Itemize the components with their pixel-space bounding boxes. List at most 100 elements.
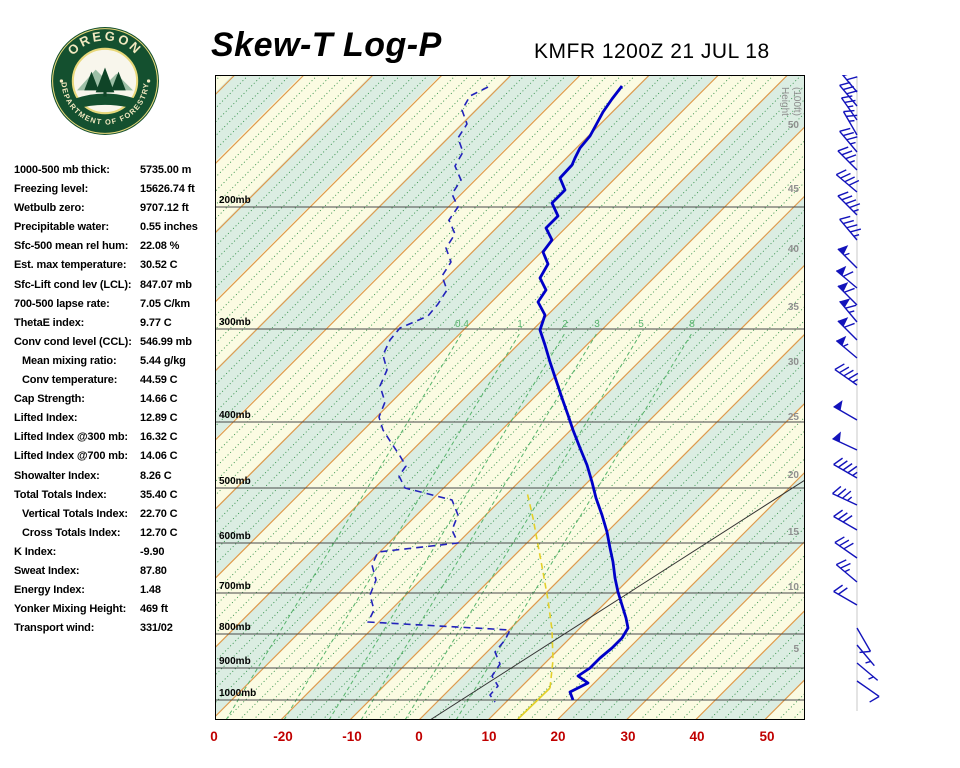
index-row: Vertical Totals Index: 22.70 C (14, 508, 216, 527)
index-label: Wetbulb zero: (14, 202, 85, 215)
index-value: 8.26 C (140, 469, 172, 482)
index-value: 5.44 g/kg (140, 354, 186, 367)
index-row: 700-500 lapse rate: 7.05 C/km (14, 298, 216, 317)
index-label: Lifted Index @300 mb: (14, 431, 128, 444)
index-label: Lifted Index: (14, 412, 78, 425)
wind-barb (856, 627, 872, 654)
parcel-path (526, 491, 554, 689)
index-row: Mean mixing ratio: 5.44 g/kg (14, 355, 216, 374)
x-axis-tick-label: 0 (210, 729, 218, 744)
index-row: K Index: -9.90 (14, 546, 216, 565)
wind-barb (835, 559, 858, 583)
tree-icon (95, 67, 115, 93)
index-value: 5735.00 m (140, 164, 192, 176)
odf-logo: OREGON DEPARTMENT OF FORESTRY (50, 26, 160, 136)
x-axis-tick-label: 10 (481, 729, 497, 744)
isobars (215, 206, 805, 701)
index-value: 22.70 C (140, 507, 178, 520)
wind-barb (837, 245, 858, 269)
height-tick-label: 5 (793, 644, 799, 655)
index-value: 331/02 (140, 622, 173, 635)
height-tick-label: 10 (788, 582, 800, 593)
index-row: Sweat Index: 87.80 (14, 565, 216, 584)
pressure-labels: 200mb 300mb 400mb 500mb 600mb 700mb 800mb 900mb… (219, 195, 256, 699)
index-value: 847.07 mb (140, 278, 192, 291)
mixing-ratio-label: 5 (638, 319, 644, 330)
mixing-ratio-lines: 0.4 1 2 3 5 8 (225, 319, 695, 720)
x-axis-tick-label: 20 (550, 729, 566, 744)
index-label: Lifted Index @700 mb: (14, 450, 128, 463)
index-row: Est. max temperature: 30.52 C (14, 259, 216, 278)
index-value: 1.48 (140, 584, 161, 597)
index-label: Sweat Index: (14, 564, 80, 577)
index-row: 1000-500 mb thick: 5735.00 m (14, 164, 216, 183)
index-row: Sfc-Lift cond lev (LCL): 847.07 mb (14, 279, 216, 298)
index-row: Showalter Index: 8.26 C (14, 470, 216, 489)
wind-barb (832, 485, 858, 506)
index-row: Conv cond level (CCL): 546.99 mb (14, 336, 216, 355)
mixing-ratio-label: 1 (517, 319, 523, 330)
index-label: Conv temperature: (22, 374, 118, 387)
pressure-label: 900mb (219, 656, 251, 667)
mixing-ratio-label: 2 (562, 319, 568, 330)
index-label: Sfc-Lift cond lev (LCL): (14, 278, 132, 291)
temperature-trace (536, 85, 630, 701)
x-axis-tick-label: 0 (415, 729, 423, 744)
wind-barb (840, 95, 858, 121)
wind-barb (834, 363, 859, 386)
index-label: Transport wind: (14, 622, 95, 635)
index-value: 22.08 % (140, 240, 180, 253)
index-label: Precipitable water: (14, 221, 109, 234)
indices-panel: 1000-500 mb thick: 5735.00 m Freezing leve… (14, 164, 216, 641)
wind-barb (842, 109, 858, 136)
x-axis-tick-label: -20 (273, 729, 293, 744)
wind-barb (839, 298, 858, 323)
index-label: Energy Index: (14, 584, 85, 597)
index-value: 15626.74 ft (140, 183, 195, 196)
x-axis-tick-label: -10 (342, 729, 362, 744)
wind-barb (835, 265, 858, 289)
wind-barb (856, 662, 879, 681)
pressure-label: 400mb (219, 410, 251, 421)
pressure-label: 700mb (219, 581, 251, 592)
pressure-label: 800mb (219, 622, 251, 633)
wind-barb (837, 282, 858, 306)
index-row: Sfc-500 mean rel hum: 22.08 % (14, 240, 216, 259)
chart-background-bands (215, 75, 805, 720)
index-row: Total Totals Index: 35.40 C (14, 489, 216, 508)
index-row: Transport wind: 331/02 (14, 622, 216, 641)
index-value: 12.89 C (140, 412, 178, 425)
index-row: Cap Strength: 14.66 C (14, 393, 216, 412)
logo-gold-rim (52, 28, 158, 134)
pressure-label: 200mb (219, 195, 251, 206)
index-label: Cross Totals Index: (22, 526, 121, 539)
index-label: ThetaE index: (14, 316, 85, 329)
pressure-label: 300mb (219, 317, 251, 328)
wind-barb (834, 536, 858, 559)
mixing-ratio-label: 8 (689, 319, 695, 330)
wind-barb (833, 457, 858, 479)
wind-barb (832, 431, 858, 451)
index-value: 0.55 inches (140, 221, 198, 234)
wind-barb (839, 127, 858, 153)
index-label: Yonker Mixing Height: (14, 603, 127, 616)
wind-barb (837, 191, 861, 216)
pressure-label: 600mb (219, 531, 251, 542)
index-label: Total Totals Index: (14, 488, 107, 501)
index-label: Sfc-500 mean rel hum: (14, 240, 129, 253)
temperature-axis: 0 -20 -10 0 10 20 30 40 50 (210, 729, 809, 749)
tree-trunk (103, 90, 107, 97)
wind-barb (856, 644, 875, 667)
index-row: Wetbulb zero: 9707.12 ft (14, 202, 216, 221)
index-label: K Index: (14, 545, 57, 558)
x-axis-tick-label: 40 (689, 729, 705, 744)
index-label: 700-500 lapse rate: (14, 297, 110, 310)
index-value: 469 ft (140, 603, 168, 616)
height-tick-label: 40 (788, 244, 800, 255)
index-label: Conv cond level (CCL): (14, 335, 132, 348)
index-label: Est. max temperature: (14, 259, 127, 272)
height-tick-label: 20 (788, 470, 800, 481)
index-row: Yonker Mixing Height: 469 ft (14, 603, 216, 622)
height-tick-label: 30 (788, 357, 800, 368)
